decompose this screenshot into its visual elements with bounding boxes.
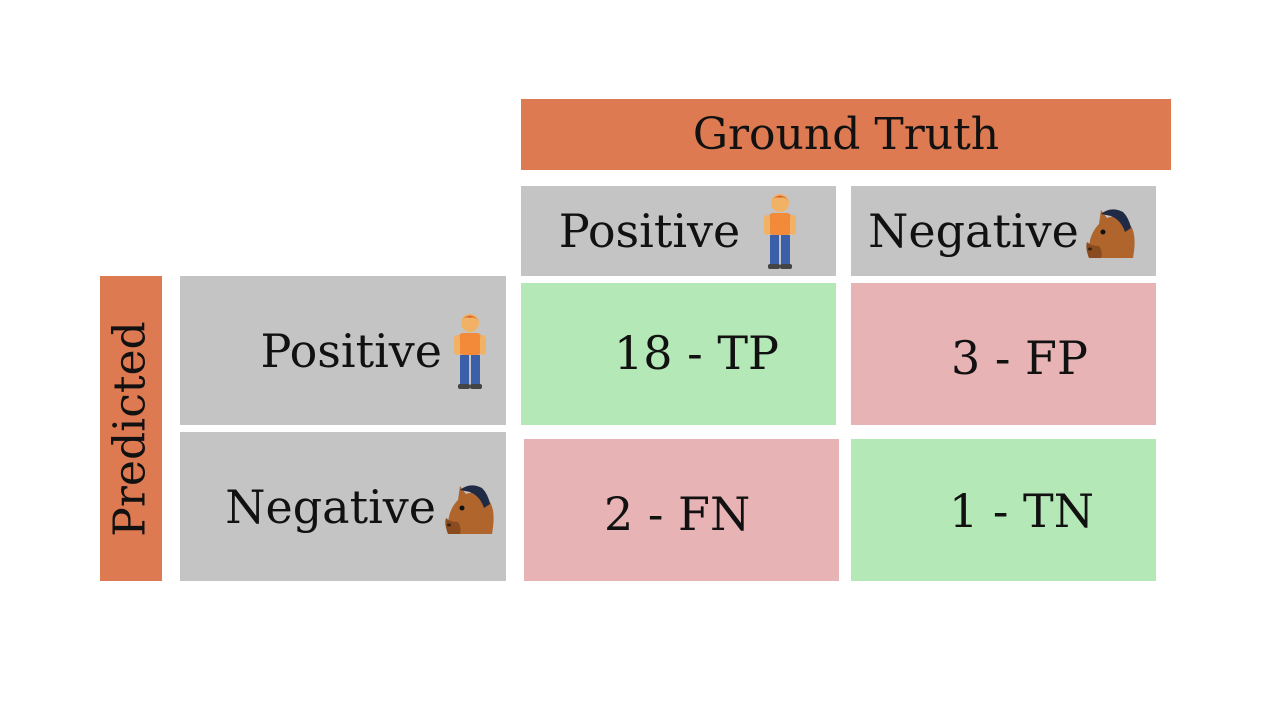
- person-icon: [762, 192, 798, 270]
- ground-truth-header: Ground Truth: [521, 99, 1171, 170]
- cell-true-negative: 1 - TN: [851, 439, 1156, 581]
- row-negative-label: Negative: [225, 479, 436, 534]
- column-positive-label: Positive: [558, 204, 741, 258]
- predicted-header: Predicted: [100, 276, 162, 581]
- row-header-negative: Negative: [180, 432, 506, 581]
- cell-false-negative: 2 - FN: [524, 439, 839, 581]
- true-positive-value: 18 - TP: [614, 326, 779, 380]
- column-header-positive: Positive: [521, 186, 836, 276]
- row-header-positive: Positive: [180, 276, 506, 425]
- horse-icon: [440, 478, 498, 536]
- row-positive-label: Positive: [260, 323, 442, 378]
- ground-truth-label: Ground Truth: [692, 108, 1000, 160]
- cell-true-positive: 18 - TP: [521, 283, 836, 425]
- person-icon: [452, 312, 488, 390]
- true-negative-value: 1 - TN: [949, 484, 1094, 538]
- predicted-label: Predicted: [105, 320, 157, 537]
- horse-icon: [1081, 202, 1139, 260]
- column-negative-label: Negative: [868, 204, 1079, 258]
- false-positive-value: 3 - FP: [951, 331, 1088, 385]
- false-negative-value: 2 - FN: [604, 487, 751, 541]
- column-header-negative: Negative: [851, 186, 1156, 276]
- cell-false-positive: 3 - FP: [851, 283, 1156, 425]
